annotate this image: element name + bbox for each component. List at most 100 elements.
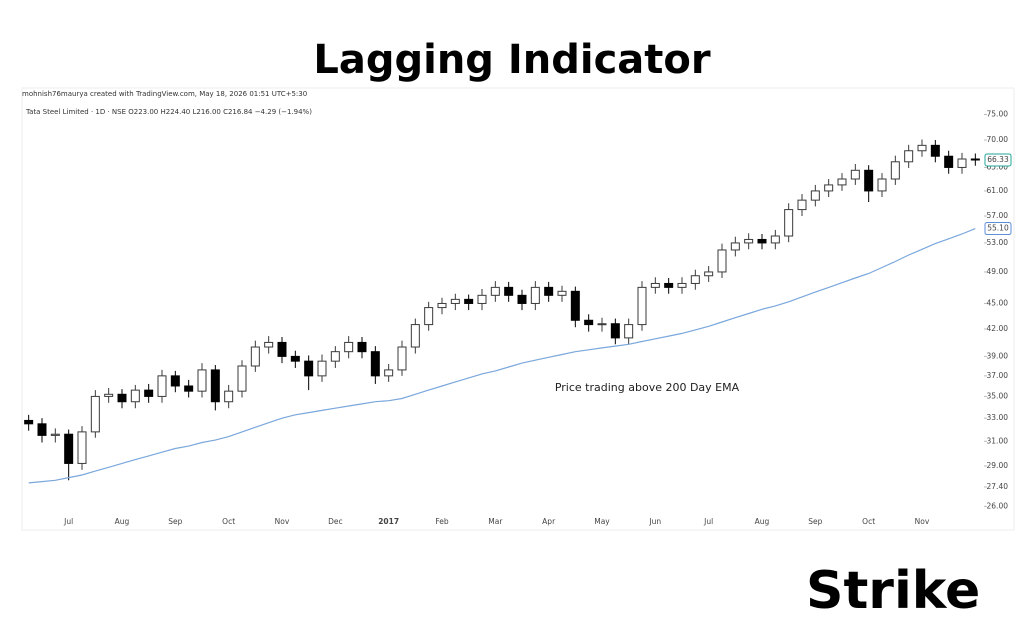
candle-body	[770, 235, 780, 244]
x-tick-label: Dec	[328, 517, 343, 526]
x-tick-label: 2017	[378, 517, 399, 526]
candle-body	[704, 271, 714, 277]
candle-body	[130, 389, 140, 403]
y-tick-label: 53.00	[987, 238, 1009, 247]
x-tick-label: Aug	[755, 517, 770, 526]
chart-title: Lagging Indicator	[313, 37, 711, 83]
y-tick-label: 65.00	[987, 162, 1009, 171]
y-tick-label: 49.00	[987, 267, 1009, 276]
candle-body	[397, 346, 407, 371]
candle-body	[410, 324, 420, 348]
candle-body	[77, 431, 87, 464]
candle-body	[837, 178, 847, 186]
candle-body	[290, 355, 300, 362]
candle-body	[277, 341, 287, 357]
candle-body	[317, 360, 327, 377]
x-tick-label: Sep	[168, 517, 182, 526]
candle-body	[424, 307, 434, 326]
candle-body	[784, 209, 794, 237]
candle-body	[544, 286, 554, 296]
y-tick-label: 37.00	[987, 371, 1009, 380]
symbol-info: Tata Steel Limited · 1D · NSE O223.00 H2…	[25, 108, 312, 116]
y-tick-label: 39.00	[987, 351, 1009, 360]
x-tick-label: Jun	[648, 517, 661, 526]
candle-body	[890, 161, 900, 180]
y-tick-label: 75.00	[987, 110, 1009, 119]
candle-body	[930, 144, 940, 157]
candle-body	[250, 346, 260, 367]
x-tick-label: Jul	[63, 517, 73, 526]
candle-body	[877, 178, 887, 192]
candle-body	[197, 369, 207, 392]
candle-body	[744, 238, 754, 244]
candle-body	[824, 184, 834, 192]
candle-body	[384, 369, 394, 377]
candle-body	[677, 282, 687, 288]
candle-body	[730, 242, 740, 251]
x-tick-label: Jul	[703, 517, 713, 526]
candle-body	[50, 433, 60, 436]
candle-body	[557, 290, 567, 296]
candle-body	[717, 249, 727, 273]
y-tick-label: 26.00	[987, 501, 1009, 510]
candle-body	[357, 341, 367, 353]
candle-body	[610, 323, 620, 339]
candle-body	[690, 275, 700, 284]
candle-body	[184, 385, 194, 392]
candle-body	[650, 282, 660, 288]
x-tick-label: Apr	[542, 517, 556, 526]
x-tick-label: Oct	[222, 517, 235, 526]
price-label-box	[984, 222, 1012, 236]
candle-body	[477, 294, 487, 304]
candle-body	[584, 319, 594, 326]
x-tick-label: Nov	[915, 517, 930, 526]
candle-body	[664, 282, 674, 288]
candle-body	[117, 393, 127, 403]
x-tick-label: Aug	[115, 517, 130, 526]
x-tick-label: Nov	[275, 517, 290, 526]
x-tick-label: Oct	[862, 517, 875, 526]
candle-body	[917, 144, 927, 152]
chart-frame	[21, 87, 1015, 531]
y-tick-label: 29.00	[987, 461, 1009, 470]
candle-body	[597, 323, 607, 326]
candle-body	[237, 365, 247, 392]
candle-body	[530, 286, 540, 304]
candle-body	[904, 150, 914, 163]
candle-body	[864, 169, 874, 192]
candle-body	[757, 238, 767, 244]
candle-body	[210, 369, 220, 403]
y-tick-label: 33.00	[987, 413, 1009, 422]
candle-body	[850, 169, 860, 180]
candle-body	[264, 341, 274, 348]
candle-body	[464, 298, 474, 304]
ema-line	[28, 228, 976, 484]
price-label: 66.33	[987, 155, 1009, 164]
annotation: Price trading above 200 Day EMA	[555, 381, 740, 394]
candle-body	[450, 298, 460, 304]
candle-body	[797, 199, 807, 211]
candle-body	[64, 433, 74, 464]
candle-body	[157, 375, 167, 397]
candle-body	[170, 375, 180, 387]
logo: Strike	[806, 561, 980, 621]
candle-body	[224, 390, 234, 403]
candle-body	[304, 360, 314, 377]
candle-body	[144, 389, 154, 397]
candle-body	[517, 294, 527, 304]
y-tick-label: 27.40	[987, 482, 1009, 491]
y-tick-label: 42.00	[987, 324, 1009, 333]
y-tick-label: 45.00	[987, 298, 1009, 307]
credit: mohnish76maurya created with TradingView…	[22, 90, 307, 98]
candle-body	[637, 286, 647, 326]
candle-body	[330, 351, 340, 362]
candle-body	[504, 286, 514, 296]
candle-body	[624, 324, 634, 339]
candle-body	[944, 155, 954, 168]
y-tick-label: 35.00	[987, 391, 1009, 400]
candle-body	[344, 341, 354, 353]
y-tick-label: 61.00	[987, 186, 1009, 195]
x-tick-label: Sep	[808, 517, 822, 526]
